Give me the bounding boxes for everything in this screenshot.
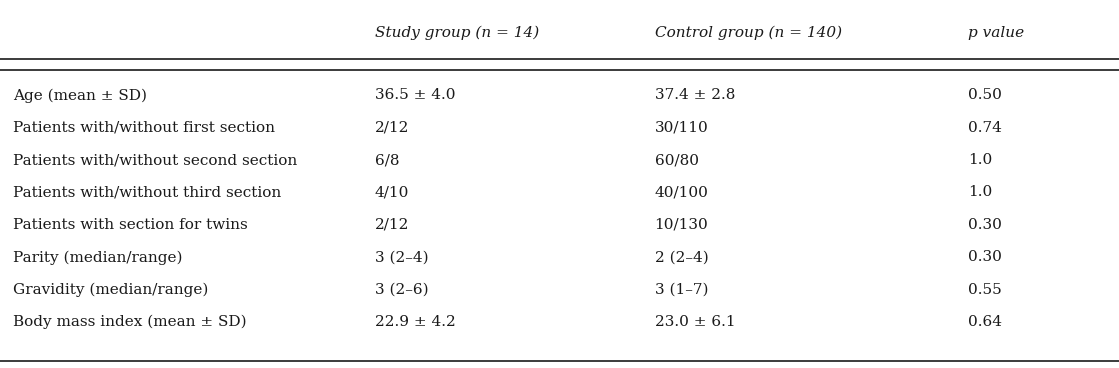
Text: 2/12: 2/12: [375, 218, 410, 232]
Text: 36.5 ± 4.0: 36.5 ± 4.0: [375, 88, 455, 102]
Text: 3 (2–6): 3 (2–6): [375, 283, 429, 297]
Text: 0.30: 0.30: [968, 250, 1002, 264]
Text: p value: p value: [968, 26, 1024, 40]
Text: 10/130: 10/130: [655, 218, 708, 232]
Text: Patients with/without second section: Patients with/without second section: [13, 153, 298, 167]
Text: 0.55: 0.55: [968, 283, 1002, 297]
Text: 0.74: 0.74: [968, 121, 1002, 135]
Text: Age (mean ± SD): Age (mean ± SD): [13, 88, 148, 103]
Text: 22.9 ± 4.2: 22.9 ± 4.2: [375, 315, 455, 329]
Text: 4/10: 4/10: [375, 185, 410, 199]
Text: 0.64: 0.64: [968, 315, 1002, 329]
Text: 0.30: 0.30: [968, 218, 1002, 232]
Text: 1.0: 1.0: [968, 153, 993, 167]
Text: Patients with/without first section: Patients with/without first section: [13, 121, 275, 135]
Text: Control group (n = 140): Control group (n = 140): [655, 26, 841, 40]
Text: Patients with/without third section: Patients with/without third section: [13, 185, 282, 199]
Text: Parity (median/range): Parity (median/range): [13, 250, 182, 265]
Text: Patients with section for twins: Patients with section for twins: [13, 218, 248, 232]
Text: 60/80: 60/80: [655, 153, 698, 167]
Text: 3 (1–7): 3 (1–7): [655, 283, 708, 297]
Text: 2/12: 2/12: [375, 121, 410, 135]
Text: 1.0: 1.0: [968, 185, 993, 199]
Text: 40/100: 40/100: [655, 185, 708, 199]
Text: 37.4 ± 2.8: 37.4 ± 2.8: [655, 88, 735, 102]
Text: 30/110: 30/110: [655, 121, 708, 135]
Text: Body mass index (mean ± SD): Body mass index (mean ± SD): [13, 315, 247, 329]
Text: 2 (2–4): 2 (2–4): [655, 250, 708, 264]
Text: 3 (2–4): 3 (2–4): [375, 250, 429, 264]
Text: Gravidity (median/range): Gravidity (median/range): [13, 283, 209, 297]
Text: 6/8: 6/8: [375, 153, 399, 167]
Text: 23.0 ± 6.1: 23.0 ± 6.1: [655, 315, 735, 329]
Text: Study group (n = 14): Study group (n = 14): [375, 26, 539, 40]
Text: 0.50: 0.50: [968, 88, 1002, 102]
